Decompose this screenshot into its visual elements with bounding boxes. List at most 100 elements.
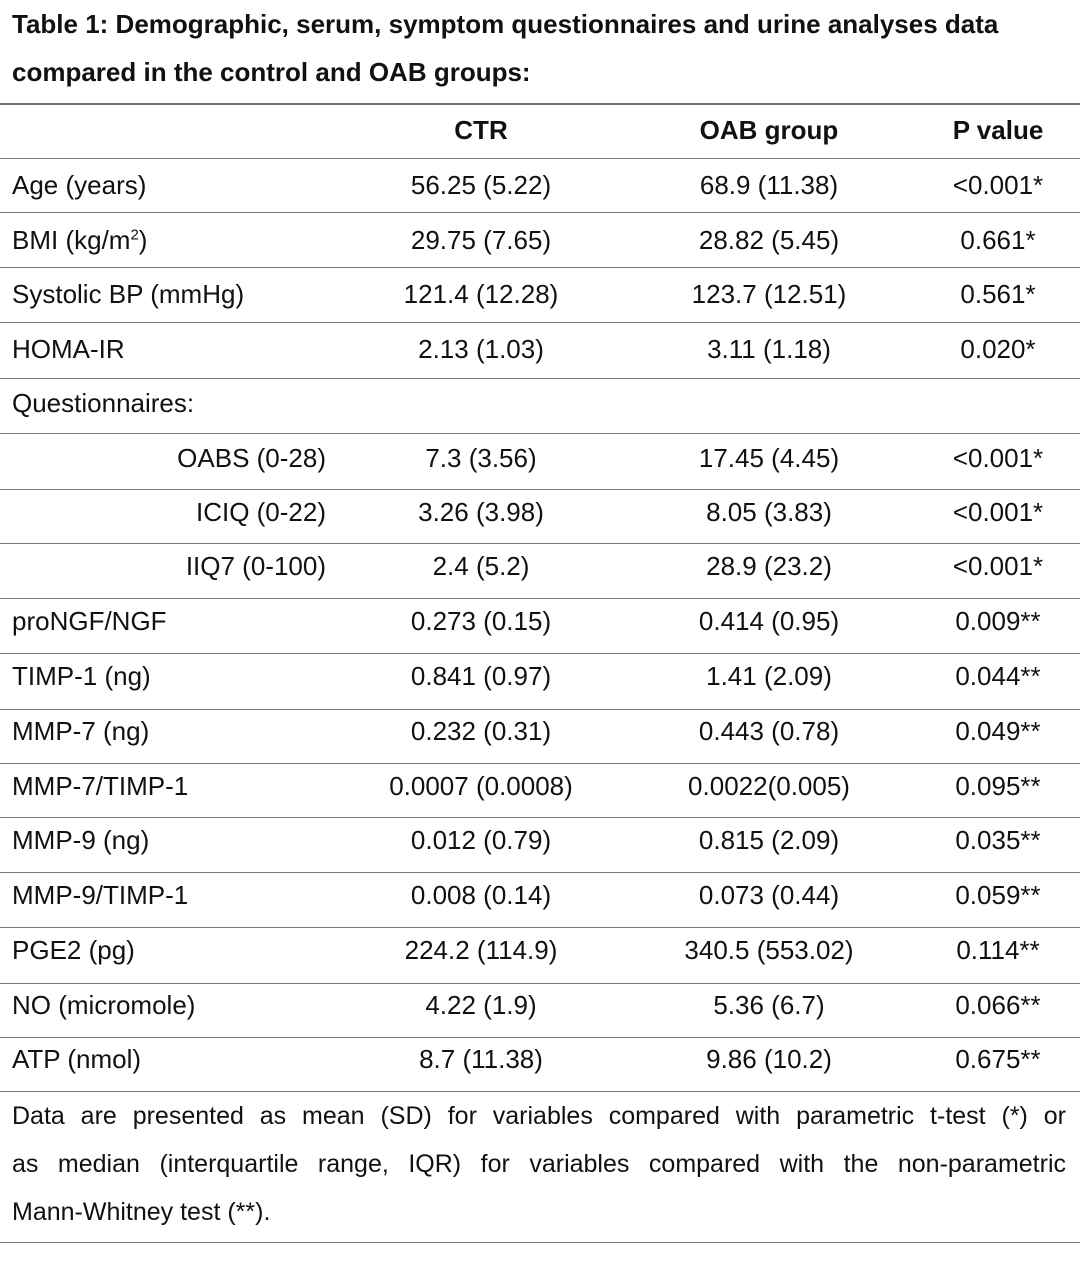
table-row: OABS (0-28) 7.3 (3.56) 17.45 (4.45) <0.0… — [0, 431, 1080, 485]
row-divider — [0, 433, 1080, 434]
row-p: 0.049** — [955, 716, 1041, 746]
table-footnote: Data are presented as mean (SD) for vari… — [12, 1092, 1066, 1236]
row-oab: 9.86 (10.2) — [706, 1044, 832, 1074]
row-ctr: 0.232 (0.31) — [410, 716, 552, 746]
row-oab: 340.5 (553.02) — [684, 935, 854, 965]
row-label: proNGF/NGF — [12, 606, 167, 636]
row-label: MMP-9/TIMP-1 — [12, 880, 189, 910]
row-ctr: 2.4 (5.2) — [432, 551, 530, 581]
row-divider — [0, 709, 1080, 710]
table-row: BMI (kg/m2) 29.75 (7.65) 28.82 (5.45) 0.… — [0, 213, 1080, 267]
row-ctr: 56.25 (5.22) — [410, 170, 552, 200]
row-ctr: 3.26 (3.98) — [418, 497, 544, 527]
row-p: <0.001* — [952, 551, 1044, 581]
table-row: MMP-7/TIMP-1 0.0007 (0.0008) 0.0022(0.00… — [0, 759, 1080, 813]
caption-line-1: Table 1: Demographic, serum, symptom que… — [12, 9, 999, 39]
table-row: ICIQ (0-22) 3.26 (3.98) 8.05 (3.83) <0.0… — [0, 485, 1080, 539]
row-divider — [0, 1091, 1080, 1092]
row-p: <0.001* — [952, 443, 1044, 473]
row-p: <0.001* — [952, 170, 1044, 200]
footnote-line-3: Mann-Whitney test (**). — [12, 1198, 271, 1226]
table-row: IIQ7 (0-100) 2.4 (5.2) 28.9 (23.2) <0.00… — [0, 539, 1080, 593]
row-ctr: 2.13 (1.03) — [418, 334, 544, 364]
row-divider — [0, 983, 1080, 984]
row-p: 0.009** — [955, 606, 1041, 636]
header-ctr: CTR — [454, 115, 508, 145]
row-oab: 5.36 (6.7) — [713, 990, 825, 1020]
row-divider — [0, 1037, 1080, 1038]
footnote-line-2: as median (interquartile range, IQR) for… — [12, 1150, 1066, 1178]
row-ctr: 4.22 (1.9) — [425, 990, 537, 1020]
row-ctr: 0.008 (0.14) — [410, 880, 552, 910]
table-caption: Table 1: Demographic, serum, symptom que… — [12, 0, 1072, 104]
row-label: IIQ7 (0-100) — [185, 551, 326, 581]
row-label: Systolic BP (mmHg) — [12, 279, 245, 309]
row-label-suffix: ) — [138, 225, 148, 255]
table-row: MMP-7 (ng) 0.232 (0.31) 0.443 (0.78) 0.0… — [0, 704, 1080, 758]
row-label: Age (years) — [12, 170, 147, 200]
row-label: MMP-9 (ng) — [12, 825, 150, 855]
row-divider — [0, 653, 1080, 654]
header-p-value: P value — [952, 115, 1044, 145]
row-label: OABS (0-28) — [177, 443, 326, 473]
row-oab: 0.073 (0.44) — [698, 880, 840, 910]
row-ctr: 8.7 (11.38) — [419, 1044, 543, 1074]
row-divider — [0, 927, 1080, 928]
table-row: proNGF/NGF 0.273 (0.15) 0.414 (0.95) 0.0… — [0, 594, 1080, 648]
table-row: MMP-9/TIMP-1 0.008 (0.14) 0.073 (0.44) 0… — [0, 868, 1080, 922]
row-divider — [0, 322, 1080, 323]
table-row: ATP (nmol) 8.7 (11.38) 9.86 (10.2) 0.675… — [0, 1032, 1080, 1086]
row-divider — [0, 267, 1080, 268]
row-oab: 8.05 (3.83) — [706, 497, 832, 527]
row-divider — [0, 543, 1080, 544]
rule-top — [0, 103, 1080, 105]
row-oab: 0.815 (2.09) — [698, 825, 840, 855]
row-label: BMI (kg/m2) — [12, 213, 332, 267]
row-oab: 1.41 (2.09) — [706, 661, 832, 691]
row-divider — [0, 212, 1080, 213]
rule-header-bottom — [0, 158, 1080, 159]
row-label: TIMP-1 (ng) — [12, 661, 151, 691]
row-label: ICIQ (0-22) — [195, 497, 326, 527]
row-ctr: 7.3 (3.56) — [425, 443, 537, 473]
row-p: 0.114** — [956, 935, 1040, 965]
row-ctr: 0.273 (0.15) — [410, 606, 552, 636]
row-p: 0.561* — [960, 279, 1036, 309]
table-row: NO (micromole) 4.22 (1.9) 5.36 (6.7) 0.0… — [0, 978, 1080, 1032]
row-divider — [0, 872, 1080, 873]
row-ctr: 0.012 (0.79) — [410, 825, 552, 855]
row-label: ATP (nmol) — [12, 1044, 142, 1074]
row-oab: 123.7 (12.51) — [691, 279, 847, 309]
footnote-line-1: Data are presented as mean (SD) for vari… — [12, 1102, 1066, 1130]
row-divider — [0, 489, 1080, 490]
row-label: MMP-7 (ng) — [12, 716, 150, 746]
header-label — [12, 103, 332, 157]
row-label-superscript: 2 — [130, 226, 139, 244]
row-ctr: 224.2 (114.9) — [404, 935, 558, 965]
row-ctr: 121.4 (12.28) — [403, 279, 559, 309]
table-row: TIMP-1 (ng) 0.841 (0.97) 1.41 (2.09) 0.0… — [0, 649, 1080, 703]
row-p: <0.001* — [952, 497, 1044, 527]
row-p: 0.059** — [955, 880, 1041, 910]
row-label: NO (micromole) — [12, 990, 196, 1020]
row-oab: 0.414 (0.95) — [698, 606, 840, 636]
row-oab: 0.443 (0.78) — [698, 716, 840, 746]
row-oab: 28.82 (5.45) — [698, 225, 840, 255]
table-row: Age (years) 56.25 (5.22) 68.9 (11.38) <0… — [0, 158, 1080, 212]
row-oab: 3.11 (1.18) — [707, 334, 831, 364]
row-divider — [0, 763, 1080, 764]
row-label: HOMA-IR — [12, 334, 125, 364]
table-header-row: CTR OAB group P value — [0, 103, 1080, 157]
table-row: Systolic BP (mmHg) 121.4 (12.28) 123.7 (… — [0, 267, 1080, 321]
row-p: 0.661* — [960, 225, 1036, 255]
row-ctr: 29.75 (7.65) — [410, 225, 552, 255]
row-oab: 17.45 (4.45) — [698, 443, 840, 473]
row-label: MMP-7/TIMP-1 — [12, 771, 189, 801]
row-oab: 28.9 (23.2) — [706, 551, 832, 581]
row-oab: 0.0022(0.005) — [688, 771, 850, 801]
table-row-section: Questionnaires: — [0, 376, 1080, 430]
row-p: 0.044** — [955, 661, 1041, 691]
row-label-text: BMI (kg/m — [12, 225, 131, 255]
row-divider — [0, 378, 1080, 379]
row-ctr: 0.841 (0.97) — [410, 661, 552, 691]
